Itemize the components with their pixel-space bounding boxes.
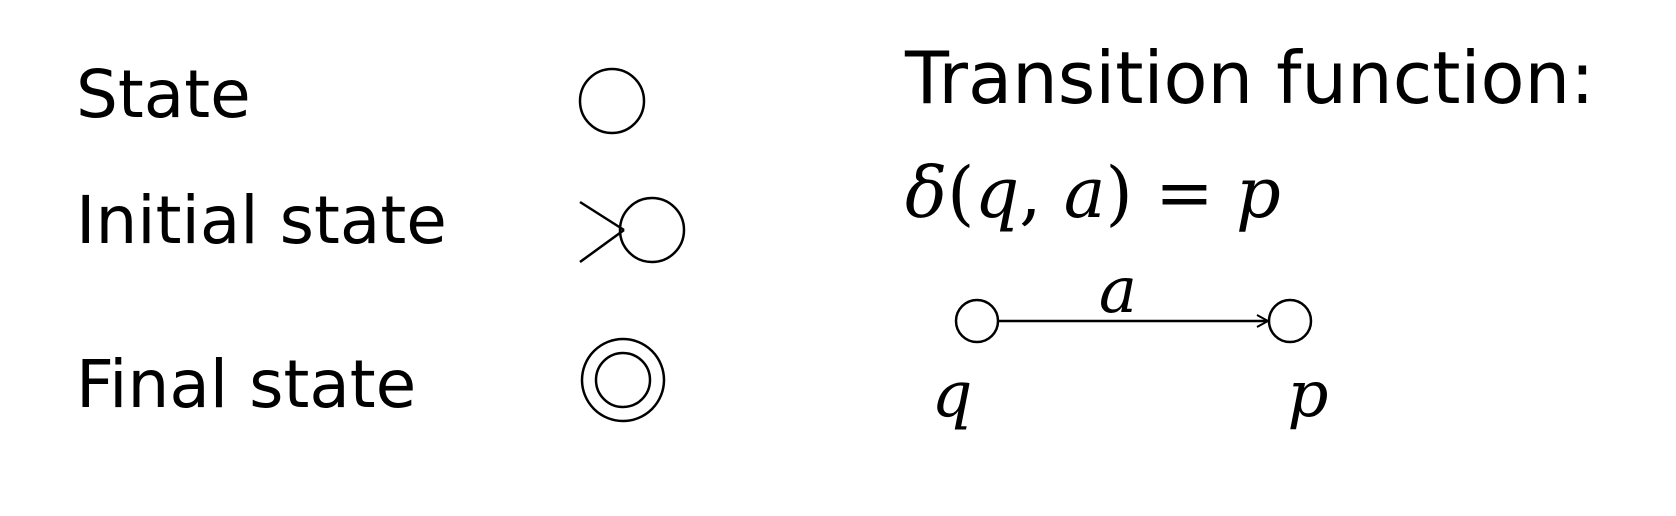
transition-function-title: Transition function: [905,36,1595,120]
initial-state-symbol [579,196,686,264]
transition-target-state [1267,298,1313,344]
formula-a: a [1063,152,1106,234]
transition-edge-label: a [1099,254,1137,328]
initial-state-circle [618,196,686,264]
transition-formula: δ(q, a) = p [905,158,1281,228]
final-state-legend-label: Final state [76,346,417,423]
state-legend-label: State [76,56,251,133]
formula-equals: = [1132,152,1236,234]
transition-source-label: q [932,358,973,432]
formula-comma: , [1019,152,1064,234]
transition-source-state [954,298,1000,344]
initial-state-legend-label: Initial state [76,182,447,259]
transition-target-label: p [1288,358,1329,432]
formula-q: q [974,152,1020,234]
initial-state-arrow-lower [579,228,625,264]
final-state-outer-circle [580,337,666,423]
state-symbol-circle [578,67,646,135]
formula-delta: δ [905,152,948,234]
formula-close-paren: ) [1105,152,1133,234]
initial-state-arrow-upper [579,200,625,232]
formula-p: p [1236,152,1281,234]
formula-open-paren: ( [947,152,975,234]
final-state-inner-circle [594,351,652,409]
transition-example: a q p [932,254,1329,432]
final-state-symbol [580,337,666,423]
